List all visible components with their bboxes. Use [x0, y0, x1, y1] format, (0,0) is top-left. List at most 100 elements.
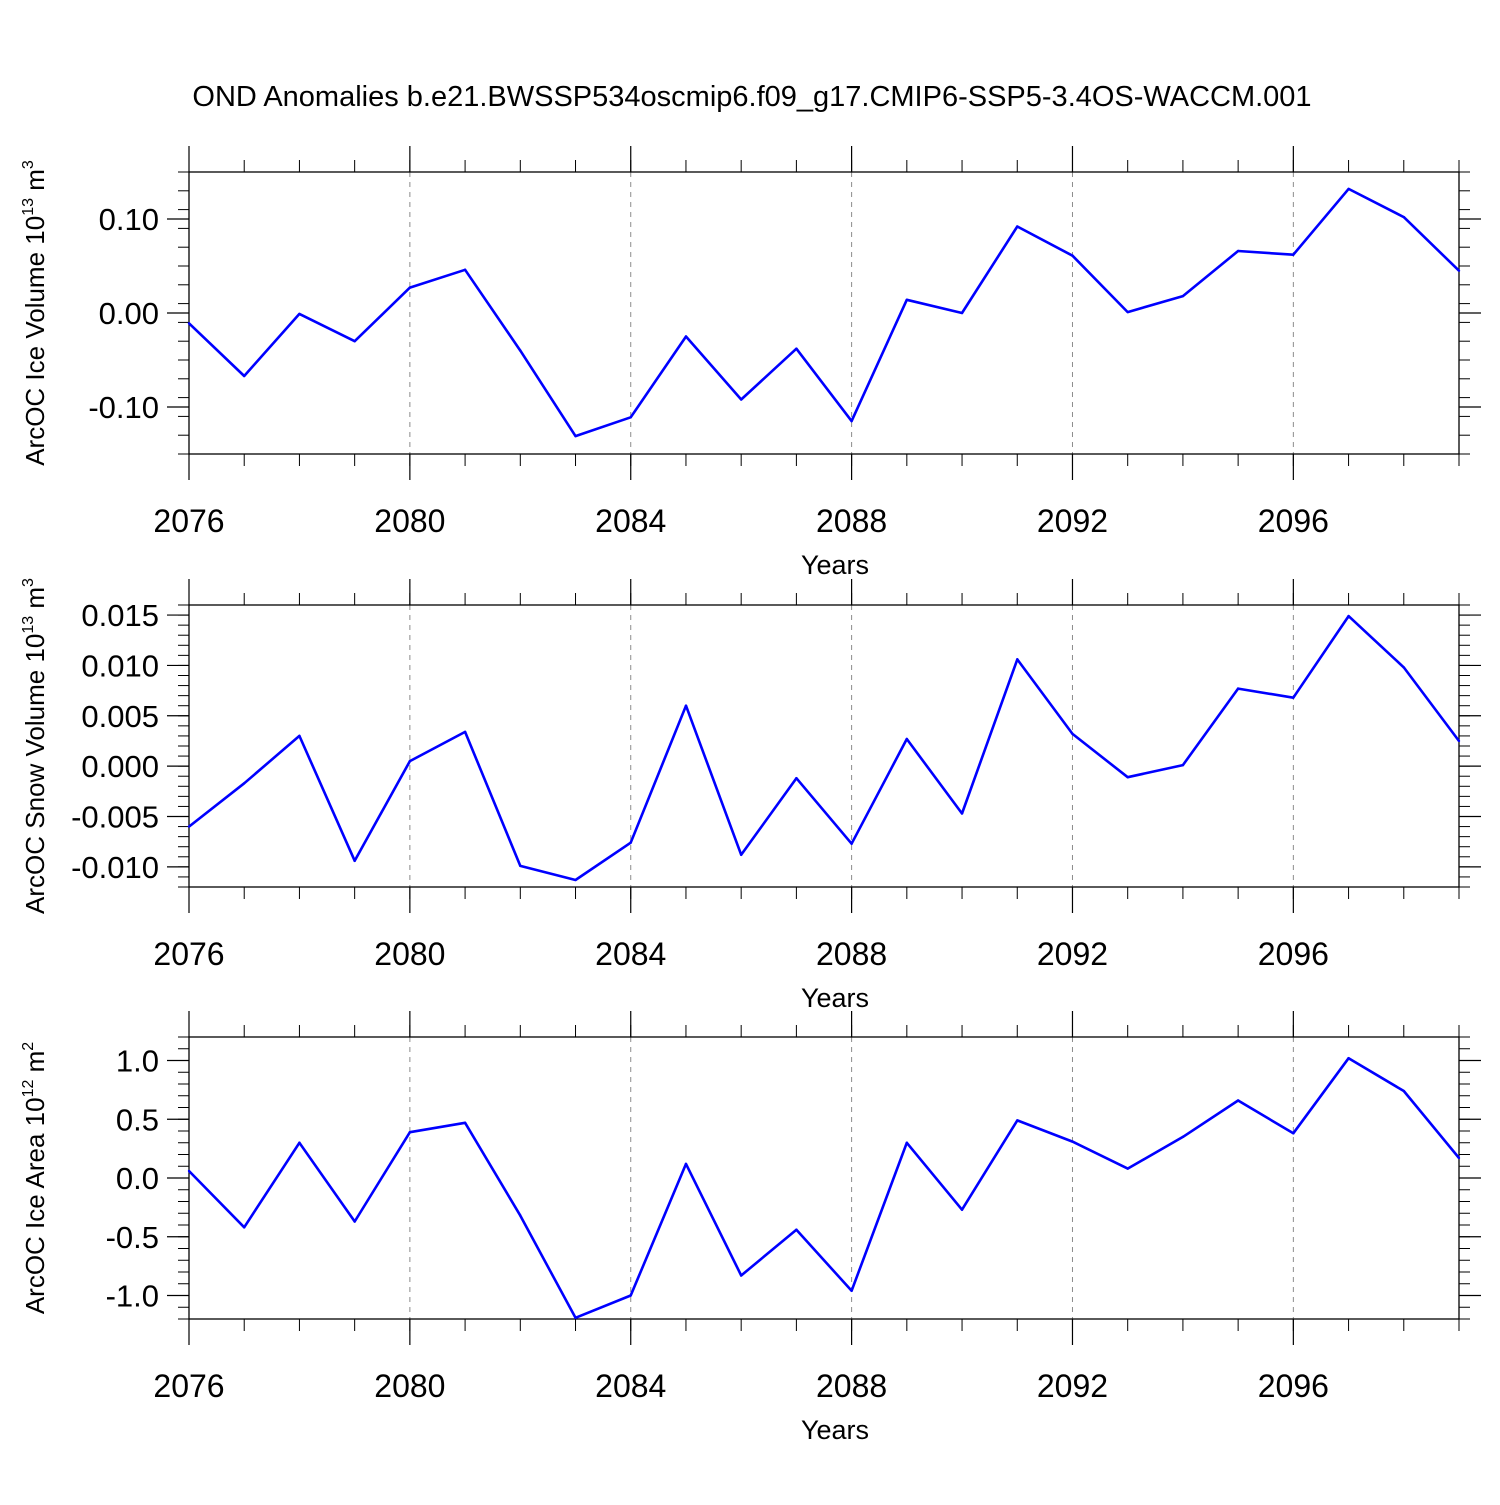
data-point: [1457, 1156, 1461, 1160]
data-point: [850, 842, 853, 845]
panel-3: -1.0 -0.5 0.0 0.5 1.0 2076 2080 2084 2088 2092 209…: [20, 1011, 1481, 1445]
data-point: [960, 1208, 964, 1211]
data-point: [298, 1141, 301, 1144]
x-tick-label: 2092: [1037, 1368, 1108, 1404]
data-point: [684, 704, 688, 707]
data-point: [1347, 1056, 1350, 1060]
x-tick-label: 2076: [153, 503, 224, 539]
data-point: [960, 812, 964, 815]
chart-title: OND Anomalies b.e21.BWSSP534oscmip6.f09_…: [192, 81, 1311, 113]
data-point: [1402, 215, 1405, 219]
data-point: [684, 335, 688, 338]
y-tick-label: 0.5: [116, 1102, 159, 1137]
data-point: [243, 1226, 246, 1229]
panel-2: -0.010 -0.005 0.000 0.005 0.010 0.015 2076 2080…: [20, 578, 1481, 1013]
x-tick-label: 2092: [1037, 936, 1108, 972]
data-point: [463, 268, 467, 271]
data-point: [187, 825, 191, 828]
data-point: [1292, 253, 1295, 256]
data-point: [463, 730, 467, 734]
x-tick-label: 2080: [374, 503, 445, 539]
y-tick-label: 0.010: [81, 648, 159, 683]
data-point: [519, 864, 522, 868]
data-point: [1016, 658, 1019, 661]
y-tick-label: -1.0: [106, 1279, 159, 1314]
y-tick-label: 0.00: [99, 296, 159, 331]
data-point: [905, 737, 909, 741]
data-point: [739, 853, 743, 856]
x-axis-label: Years: [801, 1415, 869, 1445]
x-tick-label: 2076: [153, 1368, 224, 1404]
data-point: [1292, 696, 1295, 699]
data-point: [629, 841, 632, 844]
data-point: [1016, 225, 1019, 228]
data-point: [905, 1141, 909, 1144]
y-tick-label: -0.10: [88, 390, 159, 425]
x-tick-label: 2076: [153, 936, 224, 972]
data-point: [519, 349, 522, 352]
data-point: [574, 878, 577, 882]
data-point: [243, 782, 246, 785]
y-tick-label: -0.5: [106, 1220, 159, 1255]
data-point: [960, 311, 964, 315]
y-tick-label: 0.005: [81, 699, 159, 734]
data-point: [187, 322, 191, 325]
plot-frame: [188, 1036, 1460, 1320]
x-tick-label: 2084: [595, 503, 666, 539]
y-tick-label: 1.0: [116, 1044, 159, 1079]
y-tick-label: 0.015: [81, 598, 159, 633]
data-point: [795, 1228, 798, 1231]
y-axis-label: ArcOC Ice Volume 1013 m3: [20, 160, 50, 466]
data-point: [905, 298, 909, 302]
data-point: [795, 347, 798, 350]
data-point: [1071, 1140, 1074, 1143]
series-line: [188, 614, 1461, 882]
series-line: [188, 187, 1460, 438]
panel-1: -0.10 0.00 0.10 2076 2080 2084 2088 2092 2096 Yea…: [20, 146, 1481, 580]
data-point: [408, 759, 412, 763]
data-point: [1071, 732, 1074, 736]
data-point: [795, 777, 798, 780]
data-point: [463, 1121, 467, 1124]
data-point: [353, 340, 356, 343]
data-point: [1181, 294, 1185, 298]
y-tick-label: 0.000: [81, 749, 159, 784]
x-tick-label: 2096: [1258, 936, 1329, 972]
data-point: [1457, 739, 1461, 743]
data-point: [243, 374, 246, 378]
x-tick-label: 2080: [374, 936, 445, 972]
data-point: [1236, 249, 1240, 253]
y-tick-label: -0.010: [71, 850, 159, 885]
data-point: [1347, 614, 1350, 618]
x-axis-label: Years: [801, 983, 869, 1013]
data-point: [408, 1130, 412, 1134]
plot-frame: [188, 171, 1460, 455]
x-tick-label: 2092: [1037, 503, 1108, 539]
x-tick-label: 2096: [1258, 1368, 1329, 1404]
data-point: [574, 434, 577, 438]
data-point: [1402, 666, 1405, 669]
x-tick-label: 2088: [816, 936, 887, 972]
data-point: [1126, 310, 1129, 314]
y-axis-label: ArcOC Snow Volume 1013 m3: [20, 578, 50, 914]
y-tick-label: 0.0: [116, 1161, 159, 1196]
data-point: [353, 1220, 356, 1223]
data-point: [1402, 1089, 1405, 1093]
data-point: [1236, 1099, 1240, 1102]
y-tick-label: -0.005: [71, 800, 159, 835]
x-tick-label: 2084: [595, 1368, 666, 1404]
data-point: [629, 1294, 632, 1297]
data-point: [1347, 187, 1350, 191]
data-point: [298, 312, 301, 316]
data-point: [1126, 776, 1129, 779]
plot-frame: [188, 604, 1460, 888]
x-tick-label: 2088: [816, 1368, 887, 1404]
data-point: [519, 1214, 522, 1217]
x-tick-label: 2096: [1258, 503, 1329, 539]
data-point: [684, 1162, 688, 1166]
data-point: [739, 1274, 743, 1277]
data-point: [353, 859, 356, 863]
x-axis-label: Years: [801, 550, 869, 580]
